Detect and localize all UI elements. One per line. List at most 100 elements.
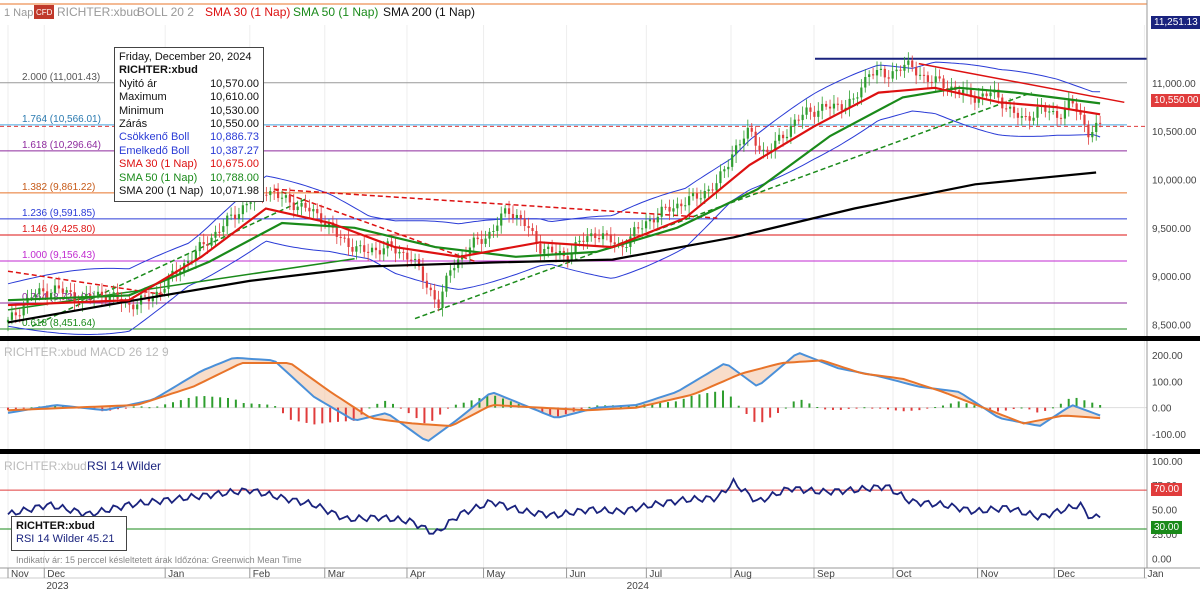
candle-body[interactable]	[511, 213, 515, 219]
candle-body[interactable]	[707, 189, 710, 191]
candle-body[interactable]	[151, 297, 154, 302]
candle-body[interactable]	[864, 76, 867, 88]
candle-body[interactable]	[100, 291, 104, 297]
candle-body[interactable]	[378, 250, 381, 255]
candle-body[interactable]	[652, 219, 655, 223]
candle-body[interactable]	[997, 89, 1000, 98]
candle-body[interactable]	[668, 206, 671, 212]
candle-body[interactable]	[554, 252, 558, 254]
bollinger-upper-band[interactable]	[7, 61, 1101, 285]
candle-body[interactable]	[817, 110, 820, 117]
candle-body[interactable]	[335, 227, 338, 237]
candle-body[interactable]	[179, 271, 182, 274]
candle-body[interactable]	[813, 111, 816, 117]
candle-body[interactable]	[977, 96, 980, 103]
trendline-green-solid[interactable]	[7, 257, 355, 311]
candle-body[interactable]	[417, 258, 421, 267]
trendline-early-red[interactable]	[7, 270, 170, 297]
candle-body[interactable]	[186, 261, 190, 264]
candle-body[interactable]	[680, 203, 683, 207]
candle-body[interactable]	[488, 231, 491, 239]
candle-body[interactable]	[515, 214, 518, 219]
boll-label[interactable]: BOLL 20 2	[137, 5, 194, 19]
candle-body[interactable]	[280, 197, 284, 199]
candle-body[interactable]	[691, 193, 695, 197]
candle-body[interactable]	[269, 190, 272, 196]
candle-body[interactable]	[500, 213, 503, 226]
candle-body[interactable]	[672, 208, 675, 212]
candle-body[interactable]	[214, 231, 217, 238]
candle-body[interactable]	[746, 127, 749, 139]
candle-body[interactable]	[276, 191, 280, 199]
bollinger-lower-band[interactable]	[7, 110, 1101, 335]
candle-body[interactable]	[625, 246, 628, 248]
candle-body[interactable]	[249, 202, 252, 204]
candle-body[interactable]	[316, 209, 319, 214]
candle-body[interactable]	[241, 205, 244, 215]
candle-body[interactable]	[390, 241, 393, 247]
candle-body[interactable]	[860, 87, 863, 98]
candle-body[interactable]	[801, 114, 804, 121]
candle-body[interactable]	[543, 249, 546, 254]
price-panel[interactable]	[0, 52, 1147, 335]
candle-body[interactable]	[644, 221, 648, 229]
candle-body[interactable]	[962, 89, 965, 95]
candle-body[interactable]	[304, 202, 307, 208]
candle-body[interactable]	[441, 291, 444, 308]
candle-body[interactable]	[637, 227, 640, 229]
candle-body[interactable]	[594, 233, 597, 238]
candle-body[interactable]	[734, 145, 738, 155]
candle-body[interactable]	[449, 270, 452, 276]
candle-body[interactable]	[57, 285, 60, 289]
candle-body[interactable]	[265, 194, 268, 196]
candle-body[interactable]	[660, 206, 663, 217]
candle-body[interactable]	[38, 288, 41, 295]
candle-body[interactable]	[363, 245, 366, 252]
candle-body[interactable]	[609, 234, 612, 243]
candle-body[interactable]	[1036, 106, 1039, 118]
candle-body[interactable]	[273, 190, 276, 192]
candle-body[interactable]	[1059, 117, 1063, 119]
candle-body[interactable]	[922, 74, 926, 76]
candle-body[interactable]	[1083, 114, 1086, 125]
macd-signal-line[interactable]	[7, 359, 1101, 427]
candle-body[interactable]	[899, 69, 902, 71]
candle-body[interactable]	[218, 231, 221, 233]
candle-body[interactable]	[159, 291, 162, 293]
candle-body[interactable]	[429, 287, 432, 291]
candle-body[interactable]	[155, 291, 158, 298]
sma30-legend[interactable]: SMA 30 (1 Nap)	[205, 5, 290, 19]
candle-body[interactable]	[359, 245, 362, 247]
candle-body[interactable]	[6, 319, 10, 323]
candle-body[interactable]	[1016, 112, 1020, 118]
candle-body[interactable]	[828, 106, 832, 109]
candle-body[interactable]	[46, 291, 49, 298]
candle-body[interactable]	[703, 190, 706, 199]
candle-body[interactable]	[445, 275, 448, 292]
candle-body[interactable]	[26, 297, 29, 306]
candle-body[interactable]	[206, 244, 209, 246]
candle-body[interactable]	[496, 225, 499, 231]
sma200-legend[interactable]: SMA 200 (1 Nap)	[383, 5, 475, 19]
candle-body[interactable]	[879, 68, 883, 70]
candle-body[interactable]	[323, 223, 327, 226]
candle-body[interactable]	[582, 240, 585, 242]
candle-body[interactable]	[918, 74, 922, 76]
candle-body[interactable]	[480, 239, 483, 244]
candle-body[interactable]	[108, 295, 111, 301]
candle-body[interactable]	[907, 60, 910, 65]
sma50-line[interactable]	[7, 86, 1101, 302]
candle-body[interactable]	[492, 230, 495, 232]
rsi-panel[interactable]	[0, 476, 1147, 535]
candle-body[interactable]	[785, 136, 789, 139]
candle-body[interactable]	[49, 293, 53, 298]
candle-body[interactable]	[453, 268, 456, 271]
candle-body[interactable]	[684, 205, 687, 207]
macd-title[interactable]: RICHTER:xbud MACD 26 12 9	[4, 345, 169, 359]
rsi-line[interactable]	[7, 476, 1101, 535]
candle-body[interactable]	[656, 216, 659, 223]
candle-body[interactable]	[65, 290, 68, 293]
trendline-resistance-dashed[interactable]	[273, 188, 476, 263]
candle-body[interactable]	[339, 236, 342, 238]
